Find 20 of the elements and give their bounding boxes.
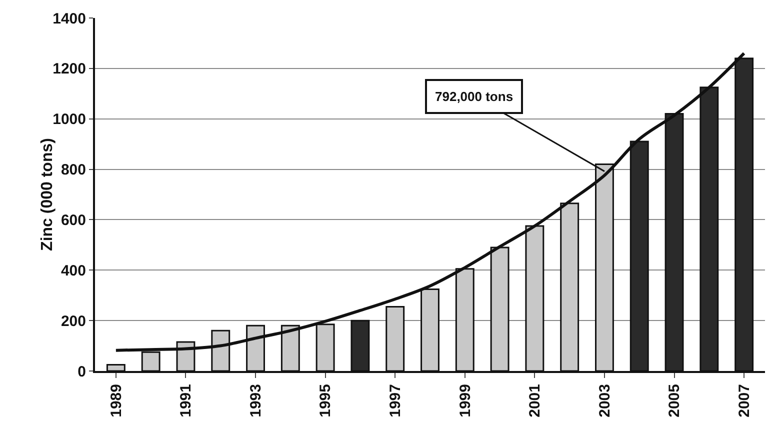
y-tick-label: 200: [60, 312, 86, 330]
x-tick-label: 2007: [736, 384, 753, 418]
y-tick-label: 1400: [52, 10, 86, 28]
x-tick-label: 1997: [386, 384, 404, 418]
y-tick-label: 1000: [52, 111, 86, 128]
annotation: 792,000 tons: [435, 89, 514, 104]
y-tick-label: 400: [60, 262, 86, 280]
x-tick-label: 1999: [456, 384, 474, 418]
y-axis-title: Zinc (000 tons): [39, 138, 56, 251]
x-tick-label: 2001: [526, 384, 544, 418]
x-tick-label: 1989: [108, 384, 125, 418]
x-tick-label: 1991: [178, 384, 195, 418]
y-tick-label: 800: [60, 162, 86, 179]
x-tick-label: 2005: [666, 384, 684, 418]
x-tick-label: 1995: [317, 384, 334, 418]
y-tick-label: 600: [60, 212, 86, 229]
x-tick-label: 1993: [247, 384, 264, 418]
y-tick-label: 0: [78, 363, 86, 380]
x-tick-label: 2003: [596, 384, 614, 418]
y-tick-label: 1200: [52, 60, 86, 78]
